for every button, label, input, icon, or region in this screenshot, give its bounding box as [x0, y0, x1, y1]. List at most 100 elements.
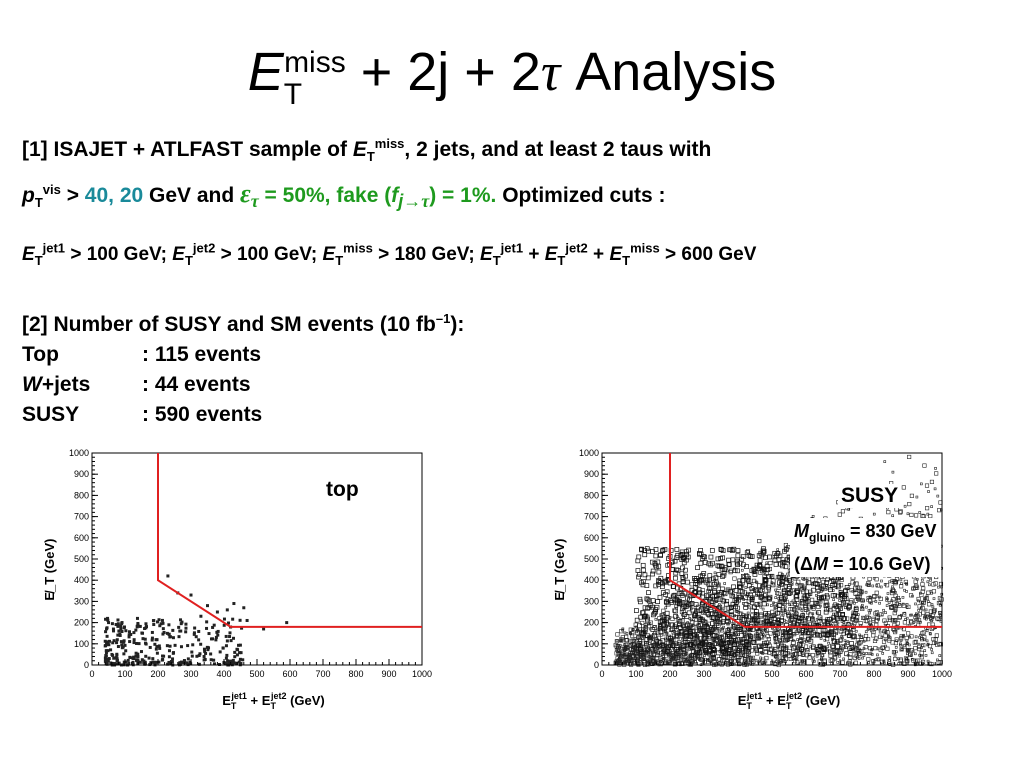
scatter-point	[660, 633, 663, 637]
scatter-point	[162, 631, 166, 635]
scatter-point	[140, 658, 144, 662]
scatter-point	[851, 614, 856, 619]
scatter-point	[765, 584, 771, 590]
scatter-point	[663, 592, 668, 597]
scatter-point	[700, 573, 705, 578]
scatter-point	[767, 590, 771, 594]
scatter-point	[162, 654, 166, 658]
scatter-point	[901, 602, 905, 606]
scatter-point	[825, 602, 830, 607]
scatter-point	[214, 638, 218, 642]
scatter-point	[679, 618, 685, 624]
scatter-point	[751, 640, 757, 646]
scatter-point	[190, 650, 194, 654]
scatter-point	[919, 606, 923, 610]
scatter-point	[750, 600, 755, 605]
scatter-point	[862, 616, 865, 620]
scatter-point	[715, 619, 720, 624]
scatter-point	[870, 648, 874, 651]
scatter-point	[746, 611, 750, 615]
scatter-point	[904, 618, 907, 621]
scatter-point	[262, 627, 266, 631]
scatter-point	[832, 612, 835, 616]
cut-4: > 600 GeV	[659, 244, 757, 265]
scatter-point	[746, 578, 752, 584]
scatter-point	[639, 547, 644, 553]
scatter-point	[866, 596, 870, 599]
scatter-point	[698, 640, 704, 646]
scatter-point	[916, 619, 920, 623]
scatter-point	[743, 602, 749, 607]
mass-value: = 830 GeV	[845, 521, 937, 541]
scatter-point	[859, 590, 864, 595]
scatter-point	[733, 588, 739, 593]
scatter-point	[937, 585, 940, 589]
y-tick-label: 0	[84, 660, 89, 670]
scatter-point	[811, 514, 815, 518]
scatter-point	[669, 647, 674, 652]
scatter-point	[893, 656, 898, 662]
scatter-point	[801, 589, 807, 595]
scatter-point	[786, 572, 789, 576]
scatter-point	[669, 656, 673, 659]
scatter-point	[717, 657, 722, 662]
scatter-point	[713, 598, 718, 603]
scatter-point	[887, 636, 891, 640]
scatter-point	[712, 660, 717, 665]
scatter-point	[695, 565, 700, 570]
scatter-point	[909, 512, 914, 517]
scatter-point	[226, 659, 230, 663]
scatter-point	[883, 620, 888, 626]
scatter-point	[920, 578, 924, 582]
scatter-point	[682, 651, 687, 657]
scatter-point	[934, 641, 937, 645]
scatter-point	[799, 615, 805, 621]
scatter-point	[726, 562, 732, 568]
scatter-point	[795, 606, 798, 609]
scatter-point	[762, 555, 768, 561]
scatter-point	[111, 627, 115, 631]
scatter-point	[221, 646, 225, 650]
scatter-point	[923, 615, 926, 619]
scatter-point	[913, 659, 918, 664]
scatter-point	[623, 652, 627, 656]
scatter-point	[681, 560, 687, 566]
scatter-point	[926, 580, 930, 584]
scatter-point	[906, 604, 911, 609]
scatter-point	[136, 659, 140, 663]
scatter-point	[750, 639, 756, 645]
title-analysis: Analysis	[560, 42, 777, 102]
scatter-point	[843, 639, 847, 643]
scatter-point	[882, 659, 886, 663]
scatter-point	[661, 616, 667, 622]
scatter-point	[868, 611, 872, 615]
scatter-point	[134, 651, 138, 655]
scatter-point	[788, 635, 792, 639]
scatter-point	[790, 640, 796, 645]
scatter-point	[732, 640, 738, 646]
scatter-point	[840, 644, 846, 650]
scatter-point	[677, 619, 683, 624]
scatter-point	[832, 603, 837, 608]
scatter-point	[697, 657, 700, 660]
scatter-point	[830, 593, 836, 599]
scatter-point	[924, 608, 928, 612]
scatter-point	[121, 645, 125, 649]
scatter-point	[647, 622, 651, 626]
scatter-point	[912, 640, 917, 645]
scatter-point	[874, 577, 879, 582]
scatter-point	[780, 634, 785, 639]
scatter-point	[805, 593, 811, 598]
scatter-point	[154, 638, 158, 642]
scatter-point	[737, 578, 743, 584]
scatter-point	[721, 619, 726, 624]
scatter-point	[654, 617, 658, 621]
scatter-point	[115, 641, 119, 645]
scatter-point	[109, 661, 113, 665]
scatter-point	[808, 589, 813, 594]
scatter-point	[917, 608, 921, 612]
y-tick-label: 500	[74, 554, 89, 564]
scatter-point	[844, 606, 847, 610]
scatter-point	[653, 583, 659, 589]
scatter-point	[704, 624, 710, 629]
